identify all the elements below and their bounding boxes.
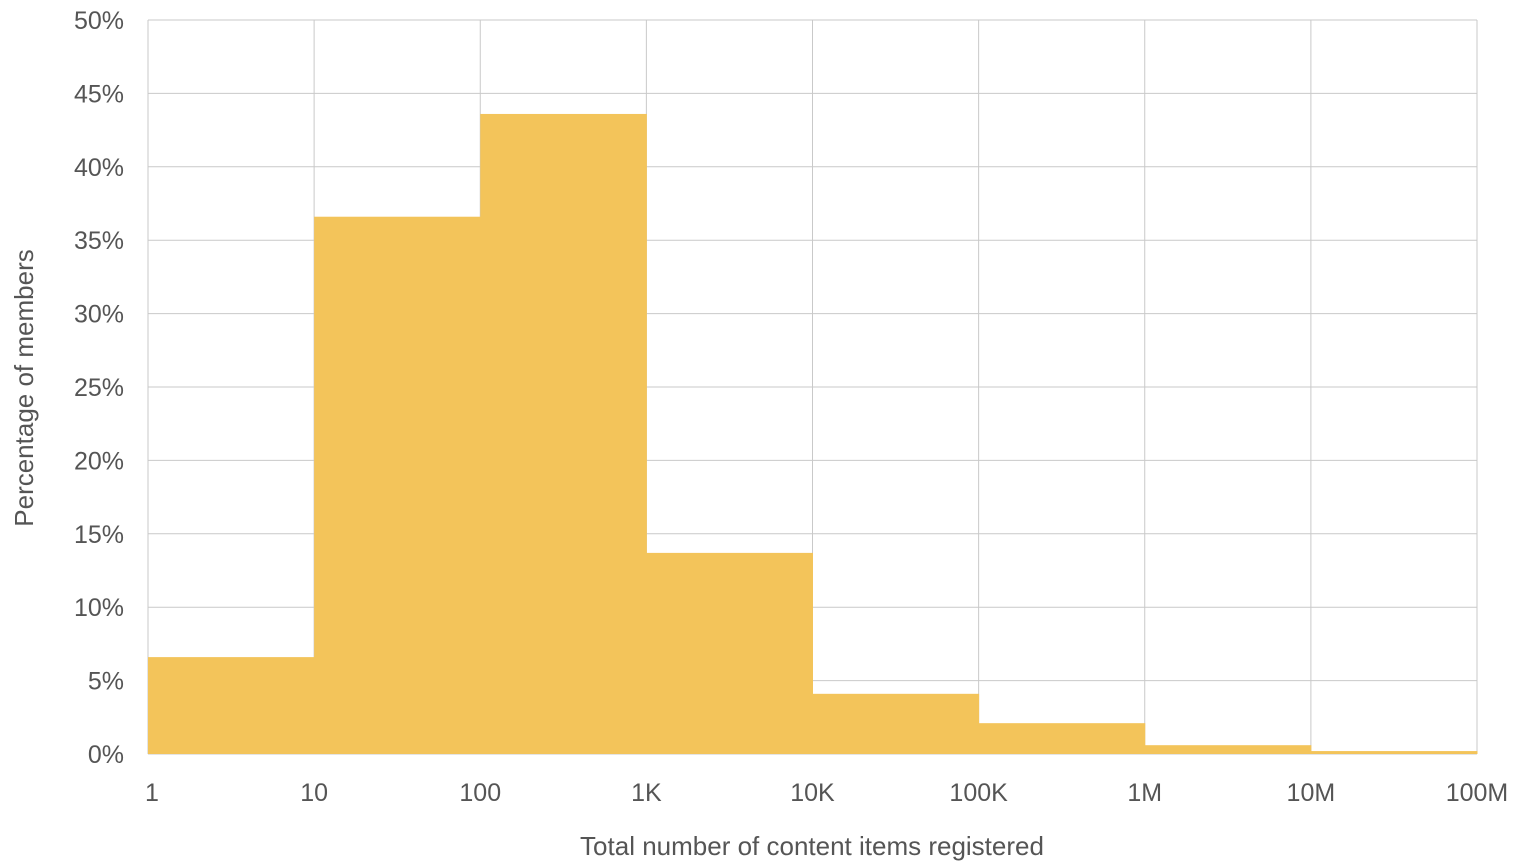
x-tick-label: 100 <box>459 779 501 807</box>
x-tick-label: 1 <box>145 779 159 807</box>
bar <box>314 216 481 754</box>
y-tick-label: 15% <box>74 521 124 549</box>
y-tick-label: 20% <box>74 447 124 475</box>
bar <box>812 693 980 754</box>
bar <box>480 113 647 754</box>
bar <box>148 657 315 754</box>
y-tick-label: 45% <box>74 80 124 108</box>
x-tick-label: 1K <box>631 779 662 807</box>
bar <box>646 552 813 754</box>
y-tick-label: 5% <box>88 668 124 696</box>
y-axis-ticks: 0% 5% 10% 15% 20% 25% 30% 35% 40% 45% 50% <box>74 7 124 769</box>
x-axis-label: Total number of content items registered <box>580 831 1044 861</box>
x-tick-label: 100M <box>1446 779 1509 807</box>
y-tick-label: 50% <box>74 7 124 35</box>
x-tick-label: 10K <box>790 779 835 807</box>
x-axis-ticks: 1 10 100 1K 10K 100K 1M 10M 100M <box>145 779 1508 807</box>
bar <box>978 723 1146 754</box>
y-tick-label: 25% <box>74 374 124 402</box>
x-tick-label: 100K <box>949 779 1008 807</box>
y-tick-label: 30% <box>74 301 124 329</box>
bar <box>1310 751 1478 754</box>
y-tick-label: 40% <box>74 154 124 182</box>
y-tick-label: 0% <box>88 741 124 769</box>
y-tick-label: 10% <box>74 594 124 622</box>
y-axis-label: Percentage of members <box>9 249 39 526</box>
bar <box>1144 745 1312 754</box>
x-tick-label: 10M <box>1287 779 1336 807</box>
x-tick-label: 1M <box>1127 779 1162 807</box>
y-tick-label: 35% <box>74 227 124 255</box>
bars <box>148 113 1478 754</box>
x-tick-label: 10 <box>300 779 328 807</box>
